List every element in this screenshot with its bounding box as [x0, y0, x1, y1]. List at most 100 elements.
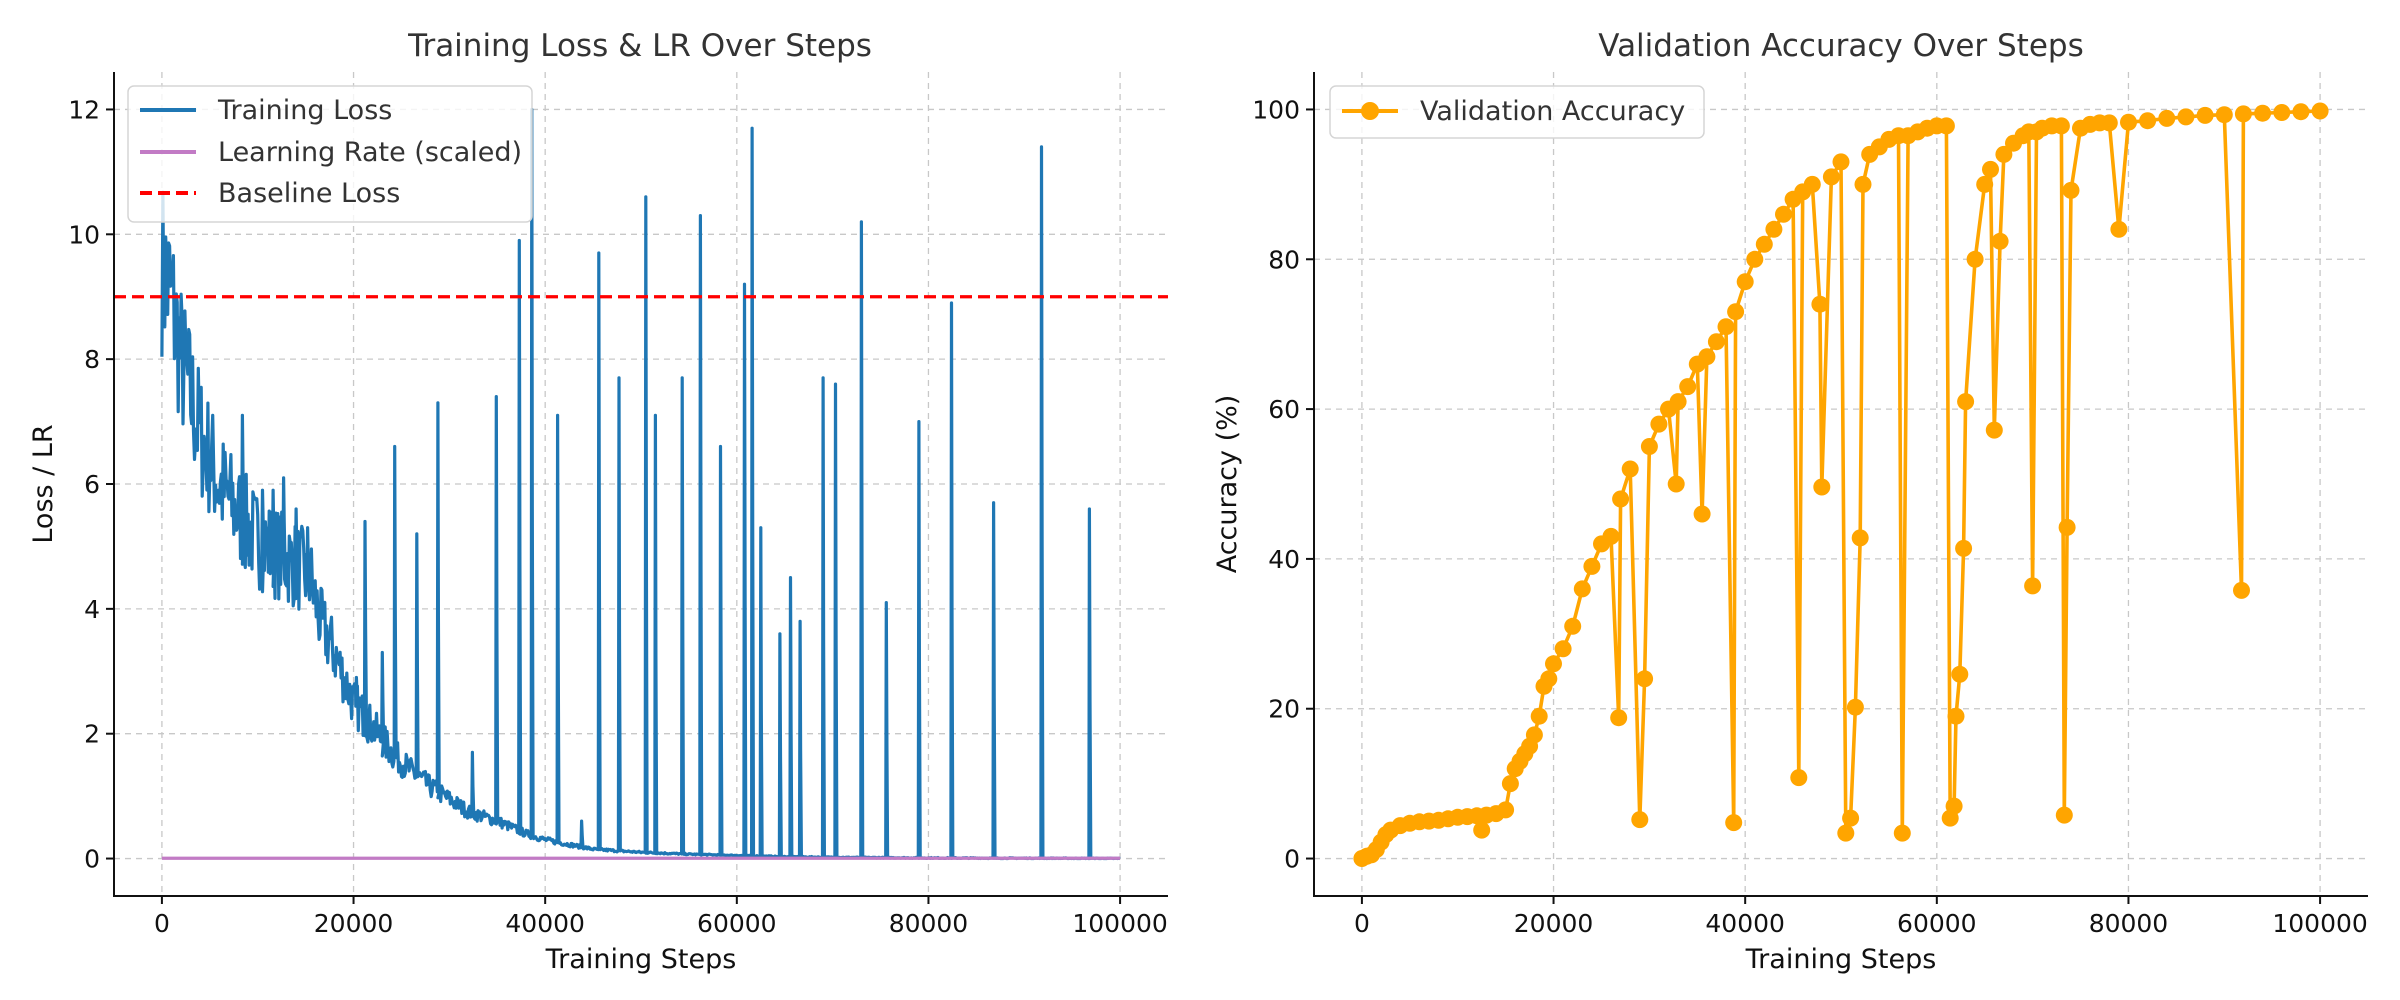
loss-chart-x-label: Training Steps	[545, 944, 737, 975]
y-tick-label: 2	[84, 720, 100, 749]
y-tick-label: 12	[68, 95, 100, 124]
accuracy-point	[1545, 655, 1562, 673]
accuracy-point	[1854, 175, 1872, 193]
accuracy-chart-ticks: 0 20000 40000 60000 80000 100000 0 20 40 60 80 100	[1252, 95, 2368, 938]
y-tick-label: 20	[1268, 695, 1300, 724]
accuracy-point	[1602, 527, 1620, 545]
accuracy-point	[1851, 529, 1869, 547]
accuracy-point	[1669, 393, 1687, 411]
accuracy-point	[1995, 145, 2013, 163]
accuracy-point	[1991, 232, 2009, 250]
x-tick-label: 100000	[1072, 909, 1167, 938]
accuracy-point	[1693, 505, 1711, 523]
legend-label-learning-rate: Learning Rate (scaled)	[218, 137, 522, 168]
x-tick-label: 60000	[1897, 909, 1977, 938]
accuracy-point	[1540, 670, 1558, 688]
accuracy-point	[1650, 415, 1668, 433]
accuracy-point	[2233, 581, 2250, 599]
accuracy-point	[1966, 250, 1984, 268]
accuracy-chart-y-label: Accuracy (%)	[1212, 395, 1243, 574]
loss-chart-title: Training Loss & LR Over Steps	[407, 28, 872, 64]
accuracy-point	[1832, 153, 1850, 171]
accuracy-point	[2273, 104, 2291, 121]
accuracy-point	[1736, 273, 1754, 291]
accuracy-chart-axes	[1313, 72, 2368, 897]
accuracy-point	[2292, 103, 2310, 121]
legend-label-validation-accuracy: Validation Accuracy	[1420, 96, 1685, 127]
accuracy-point	[1755, 235, 1773, 253]
x-tick-label: 40000	[505, 909, 585, 938]
accuracy-point	[2311, 102, 2329, 120]
legend-label-training-loss: Training Loss	[217, 95, 392, 126]
accuracy-point	[2062, 181, 2080, 199]
accuracy-point	[1610, 709, 1628, 727]
x-tick-label: 80000	[889, 909, 969, 938]
accuracy-point	[1636, 670, 1654, 688]
accuracy-chart-legend-box	[1329, 85, 1705, 139]
accuracy-point	[2110, 220, 2128, 238]
accuracy-point	[1725, 814, 1743, 832]
accuracy-point	[1746, 250, 1764, 268]
y-tick-label: 100	[1252, 95, 1300, 124]
x-tick-label: 0	[1354, 909, 1370, 938]
accuracy-point	[2254, 104, 2272, 122]
accuracy-point	[1564, 617, 1582, 635]
accuracy-point	[1813, 478, 1831, 496]
x-tick-label: 40000	[1705, 909, 1785, 938]
y-tick-label: 0	[1284, 845, 1300, 874]
accuracy-point	[1951, 665, 1969, 683]
accuracy-point	[1945, 797, 1963, 815]
accuracy-point	[2100, 114, 2118, 132]
accuracy-point	[1765, 220, 1783, 238]
accuracy-point	[1937, 117, 1955, 135]
accuracy-point	[2120, 113, 2137, 131]
x-tick-label: 100000	[2272, 909, 2367, 938]
accuracy-point	[2024, 577, 2042, 595]
accuracy-point	[1790, 769, 1808, 787]
accuracy-point	[2139, 112, 2157, 130]
accuracy-point	[1473, 821, 1491, 839]
accuracy-point	[1612, 490, 1630, 508]
accuracy-point	[1727, 303, 1745, 321]
accuracy-point	[1707, 333, 1725, 351]
accuracy-point	[1955, 539, 1973, 557]
accuracy-point	[1698, 348, 1716, 366]
loss-chart: Training Loss & LR Over Steps 0 20000 4000…	[28, 28, 1168, 975]
legend-marker-validation-accuracy	[1361, 102, 1379, 120]
loss-chart-axes	[113, 72, 1168, 897]
accuracy-point	[1640, 438, 1658, 455]
accuracy-point	[1982, 160, 1999, 178]
accuracy-point	[1679, 378, 1697, 396]
accuracy-point	[1717, 318, 1735, 336]
legend-label-baseline-loss: Baseline Loss	[218, 178, 400, 209]
y-tick-label: 6	[84, 470, 100, 499]
accuracy-point	[1976, 175, 1994, 193]
accuracy-point	[1631, 811, 1649, 829]
accuracy-point	[1822, 168, 1840, 186]
y-tick-label: 80	[1268, 245, 1300, 274]
accuracy-point	[2234, 105, 2252, 123]
accuracy-point	[1893, 824, 1911, 842]
accuracy-point	[1775, 205, 1792, 223]
y-tick-label: 60	[1268, 395, 1300, 424]
accuracy-point	[1621, 460, 1639, 478]
loss-chart-plot-area	[114, 107, 1168, 861]
y-tick-label: 40	[1268, 545, 1300, 574]
accuracy-point	[1957, 393, 1975, 411]
accuracy-point	[1501, 775, 1519, 793]
accuracy-point	[1985, 421, 2003, 439]
y-tick-label: 4	[84, 595, 100, 624]
accuracy-point	[1583, 557, 1601, 575]
accuracy-point	[2177, 108, 2195, 126]
y-tick-label: 10	[68, 220, 100, 249]
x-tick-label: 60000	[697, 909, 777, 938]
x-tick-label: 20000	[314, 909, 394, 938]
y-tick-label: 0	[84, 845, 100, 874]
accuracy-point	[2058, 518, 2076, 536]
accuracy-chart-grid	[1314, 72, 2368, 896]
x-tick-label: 80000	[2089, 909, 2169, 938]
accuracy-point	[2215, 106, 2233, 124]
accuracy-chart-plot-area	[1353, 102, 2329, 867]
accuracy-point	[1947, 707, 1965, 725]
loss-chart-y-label: Loss / LR	[28, 424, 59, 543]
